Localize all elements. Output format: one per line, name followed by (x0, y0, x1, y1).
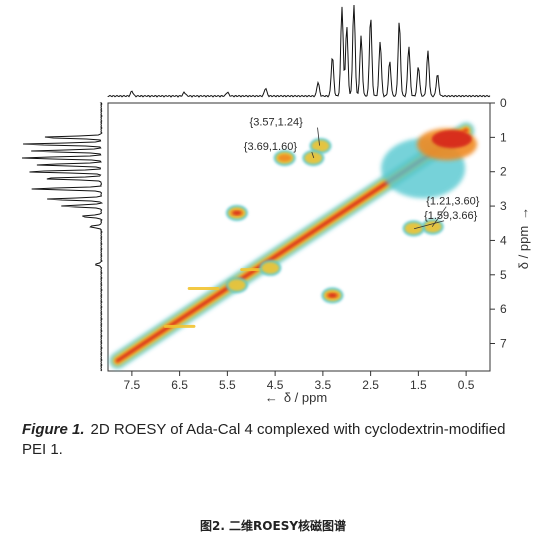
footer-caption: 图2. 二维ROESY核磁图谱 (199, 519, 347, 533)
cross-peak-7-level-1 (261, 262, 280, 274)
left-1d-projection (21, 102, 104, 372)
x-axis-title: ← δ / ppm (265, 390, 327, 405)
annotation-leader-3 (413, 220, 445, 230)
figure-caption-text: 2D ROESY of Ada-Cal 4 complexed with cyc… (22, 421, 506, 458)
annotation-label-1: {3.69,1.60} (244, 141, 298, 153)
y-tick-label-3: 3 (500, 199, 507, 213)
cross-peak-2-level-2 (278, 154, 292, 162)
cross-peak-0-level-3 (232, 210, 242, 215)
cross-peak-6-level-1 (404, 222, 423, 235)
roesy-figure: 7.5 6.5 5.5 4.5 3.5 2.5 1.5 0.5 0 1 2 3 4 5 6 7 {3.57,1… (21, 4, 531, 405)
annotation-leader-1 (311, 151, 315, 159)
y-tick-label-4: 4 (500, 233, 507, 247)
y-axis-title: δ / ppm→ (516, 207, 531, 269)
x-tick-label-4: 3.5 (315, 378, 332, 392)
y-tick-label-0: 0 (500, 96, 507, 110)
x-tick-label-5: 2.5 (362, 378, 379, 392)
annotation-label-3: {1.59,3.66} (424, 210, 478, 222)
figure-caption: Figure 1. 2D ROESY of Ada-Cal 4 complexed… (22, 420, 532, 460)
peak-annotations: {3.57,1.24} {3.69,1.60} {1.21,3.60} {1.59,3… (244, 117, 480, 230)
cross-peak-4-level-1 (304, 152, 323, 164)
figure-caption-label: Figure 1. (22, 421, 85, 438)
cross-peak-3-level-1 (311, 140, 330, 152)
y-tick-label-1: 1 (500, 130, 507, 144)
y-tick-label-6: 6 (500, 302, 507, 316)
cross-peak-1-level-3 (328, 293, 337, 298)
y-tick-label-2: 2 (500, 165, 507, 179)
axes: 7.5 6.5 5.5 4.5 3.5 2.5 1.5 0.5 0 1 2 3 4 5 6 7 (124, 96, 507, 392)
annotation-label-0: {3.57,1.24} (250, 117, 304, 129)
top-1d-projection (107, 4, 491, 98)
x-tick-label-7: 0.5 (458, 378, 475, 392)
spectrum-contours (109, 122, 478, 369)
x-tick-label-6: 1.5 (410, 378, 427, 392)
x-tick-label-2: 5.5 (219, 378, 236, 392)
cross-peak-8-level-1 (228, 279, 246, 291)
x-tick-label-0: 7.5 (124, 378, 141, 392)
y-tick-label-7: 7 (500, 337, 507, 351)
x-tick-label-3: 4.5 (267, 378, 284, 392)
annotation-label-2: {1.21,3.60} (426, 196, 480, 208)
annotation-leader-0 (317, 127, 320, 146)
y-tick-label-5: 5 (500, 268, 507, 282)
x-tick-label-1: 6.5 (171, 378, 188, 392)
diagonal-red-region (431, 130, 472, 149)
